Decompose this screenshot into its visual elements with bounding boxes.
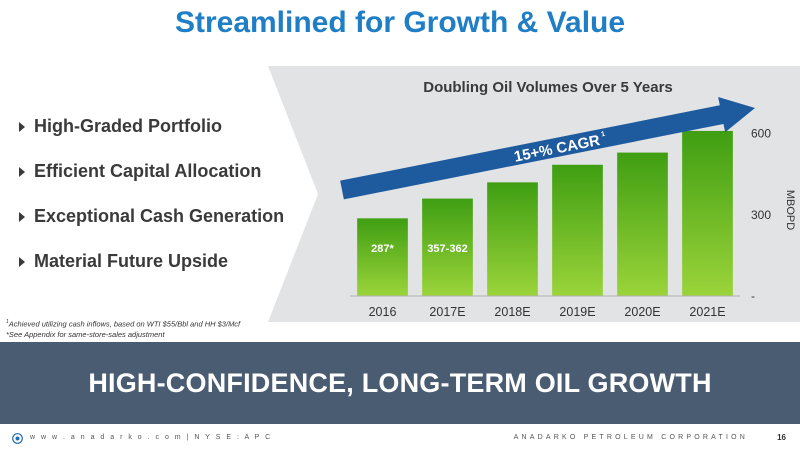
footnote-2: *See Appendix for same-store-sales adjus… xyxy=(6,329,165,339)
bullet-label: Efficient Capital Allocation xyxy=(34,161,262,181)
cagr-arrow-shape xyxy=(340,96,756,200)
bar-2017E xyxy=(422,198,473,296)
x-tick-label: 2021E xyxy=(689,305,725,319)
cagr-superscript: 1 xyxy=(601,131,606,139)
y-axis-label: MBOPD xyxy=(784,190,796,230)
triangle-bullet-icon xyxy=(19,121,25,132)
footnote-1: 1Achieved utilizing cash inflows, based … xyxy=(6,317,240,330)
bullet-list: High-Graded Portfolio Efficient Capital … xyxy=(18,104,308,284)
footer-website: w w w . a n a d a r k o . c o m | N Y S … xyxy=(30,434,273,441)
data-label: 357-362 xyxy=(427,243,467,255)
chart-title: Doubling Oil Volumes Over 5 Years xyxy=(423,79,673,96)
slide-title: Streamlined for Growth & Value xyxy=(174,6,626,39)
footnotes: 1Achieved utilizing cash inflows, based … xyxy=(6,317,240,340)
footer-company: ANADARKO PETROLEUM CORPORATION xyxy=(513,434,748,441)
footer: w w w . a n a d a r k o . c o m | N Y S … xyxy=(0,426,800,450)
x-tick-label: 2016 xyxy=(369,305,397,319)
x-tick-label: 2020E xyxy=(624,305,660,319)
bar-2018E xyxy=(487,182,538,296)
bullet-item: High-Graded Portfolio xyxy=(18,104,308,149)
bullet-label: Exceptional Cash Generation xyxy=(34,206,285,226)
bar-2020E xyxy=(617,152,668,296)
x-tick-label: 2017E xyxy=(429,305,465,319)
y-tick-label: 600 xyxy=(751,127,771,141)
chevron-shape xyxy=(0,66,318,322)
bullet-label: High-Graded Portfolio xyxy=(34,116,222,136)
bullet-item: Material Future Upside xyxy=(18,239,308,284)
footnote-text: Achieved utilizing cash inflows, based o… xyxy=(8,319,241,329)
bullet-label: Material Future Upside xyxy=(34,251,229,271)
banner: HIGH-CONFIDENCE, LONG-TERM OIL GROWTH xyxy=(0,342,800,424)
bar-2019E xyxy=(552,164,603,296)
oil-volume-chart: Doubling Oil Volumes Over 5 Years 287* 35… xyxy=(340,79,796,319)
banner-text: HIGH-CONFIDENCE, LONG-TERM OIL GROWTH xyxy=(88,367,712,398)
y-tick-label: 300 xyxy=(751,208,771,222)
data-label: 287* xyxy=(371,243,394,255)
bar-2021E xyxy=(682,130,733,296)
triangle-bullet-icon xyxy=(19,211,25,222)
anadarko-logo-icon xyxy=(12,433,23,444)
bar-2016 xyxy=(357,218,408,296)
triangle-bullet-icon xyxy=(19,256,25,267)
x-tick-label: 2019E xyxy=(559,305,595,319)
footnote-marker: 1 xyxy=(6,319,9,325)
x-tick-label: 2018E xyxy=(494,305,530,319)
page-number: 16 xyxy=(777,433,786,442)
triangle-bullet-icon xyxy=(19,166,25,177)
y-tick-label: - xyxy=(751,289,755,303)
cagr-label: 15+% CAGR xyxy=(513,132,602,166)
bullet-item: Efficient Capital Allocation xyxy=(18,149,308,194)
bullet-item: Exceptional Cash Generation xyxy=(18,194,308,239)
